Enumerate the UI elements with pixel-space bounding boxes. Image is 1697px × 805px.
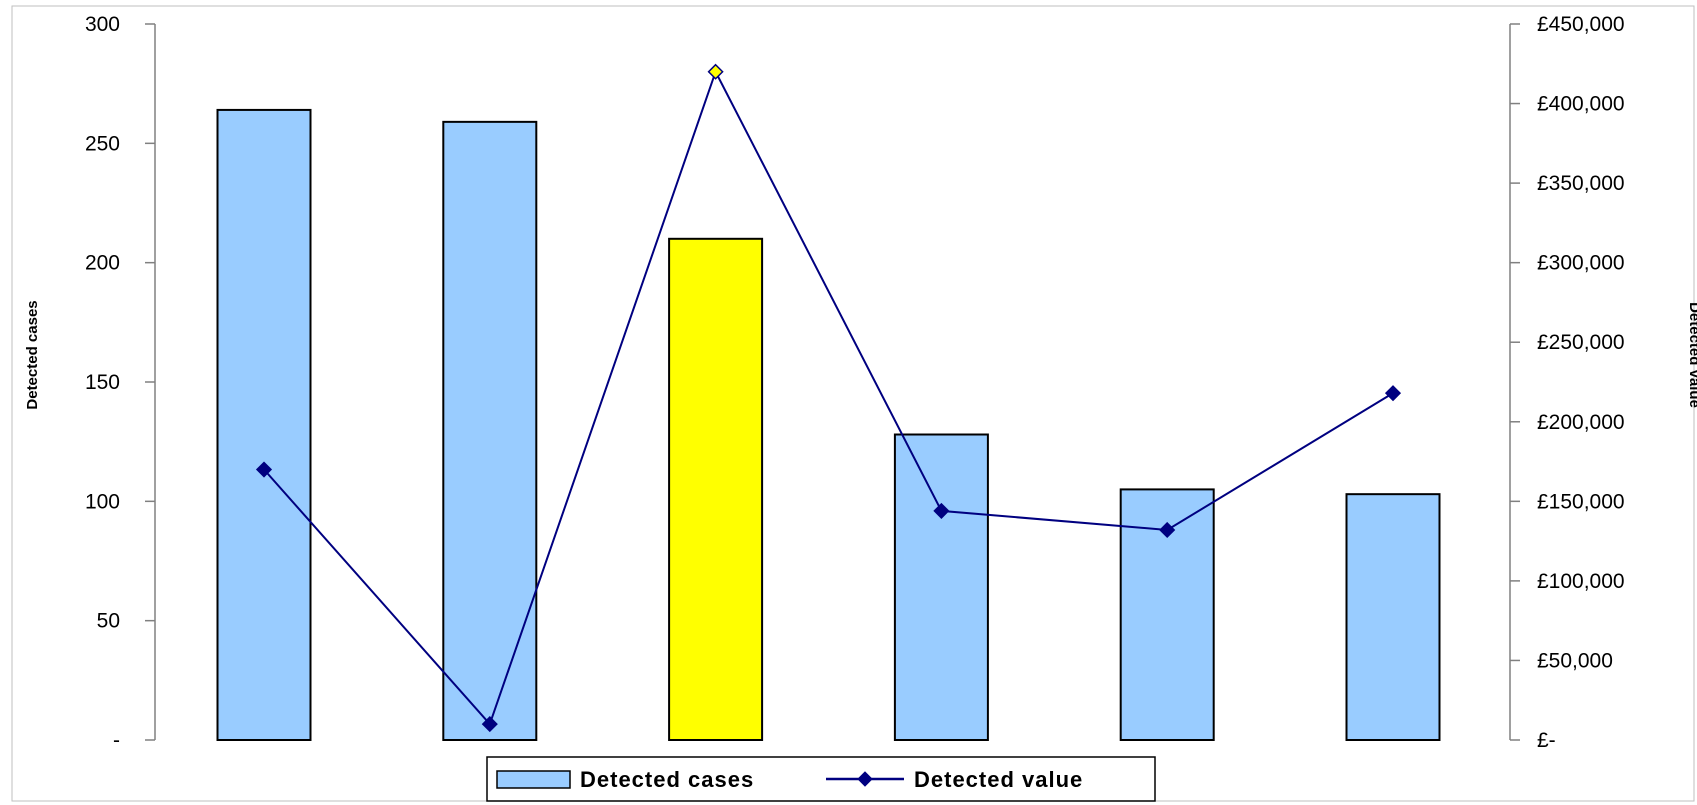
legend-swatch-detected-cases xyxy=(496,770,571,789)
legend-marker-detected-value xyxy=(857,771,873,787)
left-tick-label: 300 xyxy=(85,13,120,36)
point-detected-value xyxy=(707,63,724,80)
line-series xyxy=(255,63,1402,733)
right-axis-title: Detected value xyxy=(1686,302,1697,408)
right-tick-label: £450,000 xyxy=(1537,13,1625,36)
right-tick-label: £350,000 xyxy=(1537,172,1625,195)
right-tick-label: £300,000 xyxy=(1537,252,1625,275)
right-tick-label: £150,000 xyxy=(1537,490,1625,513)
right-tick-label: £- xyxy=(1537,729,1556,752)
bar-detected-cases xyxy=(668,237,764,742)
left-tick-label: 200 xyxy=(85,252,120,275)
left-tick-label: 50 xyxy=(97,610,120,633)
bar-detected-cases xyxy=(216,108,312,742)
point-detected-value xyxy=(1159,521,1176,539)
legend: Detected cases Detected value xyxy=(486,756,1156,802)
left-tick-label: 150 xyxy=(85,371,120,394)
right-tick-label: £100,000 xyxy=(1537,570,1625,593)
legend-box xyxy=(486,756,1156,802)
point-detected-value xyxy=(255,461,273,478)
left-tick-label: 100 xyxy=(85,490,120,513)
bar-detected-cases xyxy=(893,433,989,741)
bar-series xyxy=(216,108,1441,742)
left-tick-label: - xyxy=(113,729,120,752)
bar-detected-cases xyxy=(442,120,538,741)
line-detected-value xyxy=(263,69,1394,727)
bar-detected-cases xyxy=(1345,493,1441,741)
point-detected-value xyxy=(1384,385,1402,402)
point-detected-value xyxy=(933,502,950,519)
left-axis-title: Detected cases xyxy=(24,300,41,409)
legend-label-detected-cases: Detected cases xyxy=(580,767,754,792)
point-detected-value xyxy=(481,716,498,733)
axes: - 50 100 150 200 250 300 £- £50,000 £100,000 £150,… xyxy=(85,13,1625,752)
right-tick-label: £400,000 xyxy=(1537,93,1625,116)
legend-label-detected-value: Detected value xyxy=(914,767,1083,792)
right-tick-label: £200,000 xyxy=(1537,411,1625,434)
right-tick-label: £250,000 xyxy=(1537,331,1625,354)
left-tick-label: 250 xyxy=(85,132,120,155)
right-tick-label: £50,000 xyxy=(1537,649,1613,672)
